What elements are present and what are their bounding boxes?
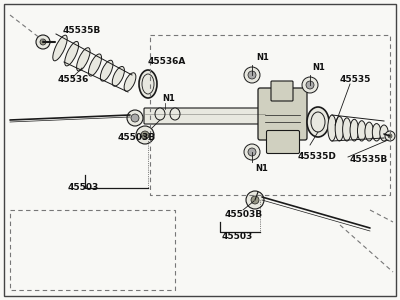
Ellipse shape [77,48,90,71]
Ellipse shape [307,107,329,137]
FancyBboxPatch shape [266,130,300,154]
Ellipse shape [335,116,344,141]
Ellipse shape [372,124,381,141]
FancyBboxPatch shape [144,108,266,124]
FancyBboxPatch shape [258,88,307,140]
Circle shape [385,131,395,141]
Circle shape [131,114,139,122]
Text: 45503: 45503 [68,184,99,193]
Ellipse shape [380,125,388,141]
Circle shape [388,134,392,138]
Ellipse shape [88,54,102,76]
Text: 45535B: 45535B [63,26,101,35]
Text: 45536: 45536 [58,76,89,85]
Text: 45503B: 45503B [225,210,263,219]
Circle shape [251,196,259,204]
Text: 45536A: 45536A [148,57,186,66]
Circle shape [306,81,314,89]
Circle shape [244,67,260,83]
Text: N1: N1 [312,63,325,72]
Ellipse shape [365,122,373,141]
Text: 45535D: 45535D [298,152,337,161]
Ellipse shape [358,121,366,141]
Circle shape [127,110,143,126]
Text: 45503B: 45503B [118,134,156,142]
Text: N1: N1 [255,164,268,173]
Text: N1: N1 [162,94,175,103]
Circle shape [136,126,154,144]
Ellipse shape [124,73,136,91]
Text: N1: N1 [256,53,269,62]
Ellipse shape [139,70,157,98]
Text: 45535: 45535 [340,76,371,85]
Ellipse shape [112,67,124,86]
Circle shape [244,144,260,160]
Circle shape [141,131,149,139]
Text: 45503: 45503 [222,232,253,241]
Ellipse shape [343,118,351,141]
Circle shape [302,77,318,93]
Circle shape [248,71,256,79]
Ellipse shape [170,108,180,120]
Ellipse shape [328,115,336,141]
Ellipse shape [65,41,79,66]
Circle shape [246,191,264,209]
FancyBboxPatch shape [271,81,293,101]
Ellipse shape [155,108,165,120]
Text: 45535B: 45535B [350,155,388,164]
Circle shape [248,148,256,156]
Ellipse shape [53,35,67,61]
Ellipse shape [350,119,358,141]
Circle shape [36,35,50,49]
Circle shape [40,39,46,45]
Ellipse shape [100,60,113,81]
